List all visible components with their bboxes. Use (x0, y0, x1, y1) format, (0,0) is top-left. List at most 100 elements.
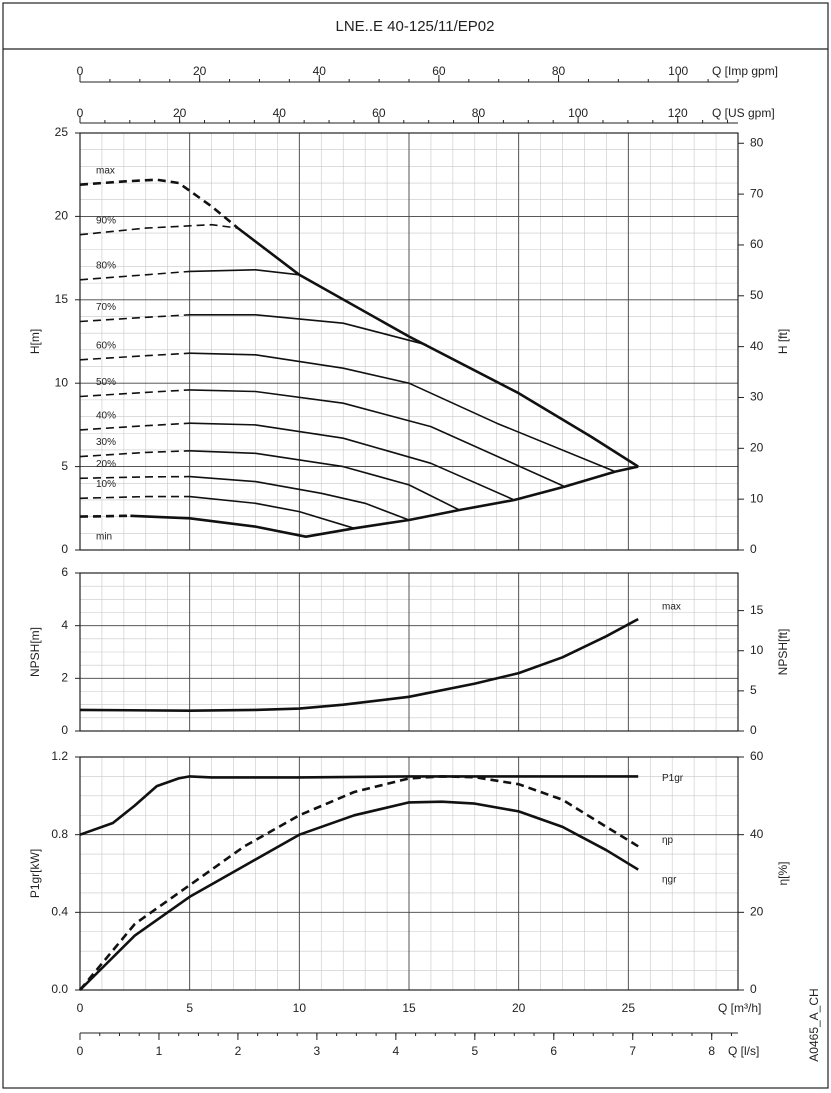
y-axis-label: H[m] (28, 329, 42, 354)
curve-label: max (662, 602, 681, 613)
y-tick-label: 15 (55, 292, 69, 306)
curve-label: 60% (96, 340, 116, 351)
curve-label: max (96, 165, 115, 176)
y2-tick-label: 70 (750, 186, 764, 200)
x-tick-label: 6 (550, 1044, 557, 1058)
curve (189, 422, 515, 501)
y2-axis-label: η[%] (776, 861, 790, 885)
x-tick-label: 20 (512, 1001, 526, 1015)
x-tick-label: 15 (402, 1001, 416, 1015)
curve (189, 389, 566, 488)
y-tick-label: 0.4 (51, 905, 68, 919)
curve (79, 775, 639, 836)
curve (79, 422, 190, 431)
x-tick-label: 7 (629, 1044, 636, 1058)
curve (189, 352, 616, 473)
y-tick-label: 10 (55, 375, 69, 389)
curve (79, 495, 190, 500)
x-tick-label: 10 (293, 1001, 307, 1015)
x-tick-label: 0 (77, 106, 84, 120)
curve (79, 314, 190, 323)
x-tick-label: 8 (708, 1044, 715, 1058)
x-tick-label: 25 (622, 1001, 636, 1015)
y2-tick-label: 0 (750, 723, 757, 737)
y-tick-label: 5 (61, 459, 68, 473)
curve (79, 389, 190, 398)
x-tick-label: 5 (471, 1044, 478, 1058)
x-tick-label: 5 (186, 1001, 193, 1015)
y-tick-label: 0 (61, 723, 68, 737)
curve (189, 269, 300, 276)
chart-title: LNE..E 40-125/11/EP02 (336, 18, 495, 35)
x-tick-label: 20 (173, 106, 187, 120)
curve-label: P1gr (662, 773, 684, 784)
y-axis-label: NPSH[m] (28, 627, 42, 677)
y2-tick-label: 40 (750, 827, 764, 841)
y2-tick-label: 80 (750, 135, 764, 149)
x-tick-label: 0 (77, 64, 84, 78)
curve (130, 465, 639, 538)
x-tick-label: 120 (668, 106, 688, 120)
y-axis-label: P1gr[kW] (28, 849, 42, 898)
curve (189, 495, 355, 530)
x-tick-label: 60 (372, 106, 386, 120)
curve (79, 800, 639, 991)
x-tick-label: 80 (472, 106, 486, 120)
x-tick-label: 0 (77, 1044, 84, 1058)
y2-tick-label: 0 (750, 982, 757, 996)
curve (79, 352, 190, 361)
x-tick-label: 2 (235, 1044, 242, 1058)
y2-tick-label: 20 (750, 440, 764, 454)
y2-tick-label: 10 (750, 643, 764, 657)
curve (237, 227, 639, 468)
y2-tick-label: 15 (750, 603, 764, 617)
x-tick-label: 40 (313, 64, 327, 78)
x-tick-label: 1 (156, 1044, 163, 1058)
curve (79, 617, 639, 712)
y2-tick-label: 5 (750, 683, 757, 697)
curve (79, 270, 190, 281)
curve-label: 40% (96, 411, 116, 422)
curve-label: 80% (96, 260, 116, 271)
curve (189, 450, 460, 511)
x-tick-label: 4 (393, 1044, 400, 1058)
y2-axis-label: H [ft] (776, 329, 790, 354)
y2-tick-label: 60 (750, 237, 764, 251)
curve (79, 223, 239, 236)
curve (79, 514, 131, 518)
y-tick-label: 6 (61, 565, 68, 579)
y2-tick-label: 20 (750, 905, 764, 919)
y2-tick-label: 10 (750, 491, 764, 505)
curve (189, 475, 410, 521)
curve-label: 30% (96, 437, 116, 448)
y2-tick-label: 0 (750, 542, 757, 556)
curve-label: 50% (96, 377, 116, 388)
x-tick-label: 3 (314, 1044, 321, 1058)
x-tick-label: 80 (552, 64, 566, 78)
y2-tick-label: 50 (750, 288, 764, 302)
curve (79, 178, 239, 230)
plot-frame (79, 756, 739, 991)
y2-tick-label: 40 (750, 339, 764, 353)
axis-label: Q [US gpm] (712, 106, 775, 120)
x-tick-label: 0 (77, 1001, 84, 1015)
curve-label: 10% (96, 479, 116, 490)
x-tick-label: 40 (273, 106, 287, 120)
curve (79, 475, 190, 480)
curve (78, 775, 639, 991)
curve-label: 90% (96, 215, 116, 226)
y-tick-label: 4 (61, 618, 68, 632)
y-tick-label: 0.8 (51, 827, 68, 841)
axis-label: Q [l/s] (728, 1044, 759, 1058)
y-tick-label: 2 (61, 671, 68, 685)
x-tick-label: 100 (568, 106, 588, 120)
y-tick-label: 25 (55, 125, 69, 139)
curve-label: ηgr (662, 874, 677, 885)
y2-tick-label: 60 (750, 749, 764, 763)
axis-label: Q [Imp gpm] (712, 64, 778, 78)
x-tick-label: 100 (668, 64, 688, 78)
y2-axis-label: NPSH[ft] (776, 629, 790, 676)
x-tick-label: 60 (432, 64, 446, 78)
